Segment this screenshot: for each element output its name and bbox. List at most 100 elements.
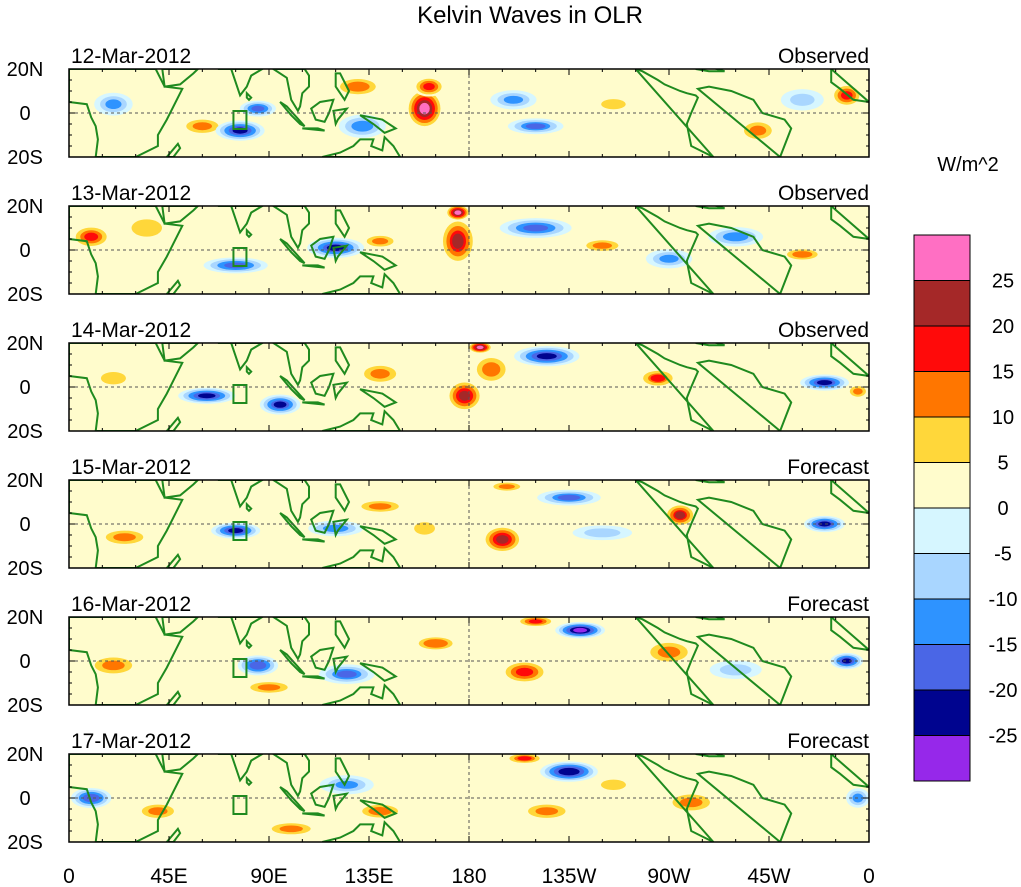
anomaly-band xyxy=(335,780,359,789)
anomaly-band xyxy=(192,122,212,131)
chart-title: Kelvin Waves in OLR xyxy=(417,2,643,29)
longitude-axis: 0 45E 90E 135E 180 135W 90W 45W 0 xyxy=(63,865,875,887)
anomaly-band xyxy=(346,81,370,92)
colorbar-tick-label: 25 xyxy=(992,271,1014,293)
anomaly-band xyxy=(131,219,163,237)
lat-tick-label: 20S xyxy=(7,832,43,854)
coastline xyxy=(334,346,351,376)
anomaly-band xyxy=(458,390,471,401)
coastline xyxy=(279,375,306,402)
coastline xyxy=(334,757,351,787)
anomaly-band xyxy=(228,528,244,534)
coastline xyxy=(322,546,402,568)
coastline xyxy=(322,272,402,294)
coastline xyxy=(695,85,793,157)
anomaly-band xyxy=(601,780,625,790)
coastline xyxy=(332,244,350,265)
lat-tick-label: 20N xyxy=(7,59,44,81)
coastline xyxy=(279,101,306,128)
lat-tick-label: 20N xyxy=(7,744,44,766)
coastline xyxy=(359,114,398,134)
lon-tick-label: 0 xyxy=(63,865,75,887)
coastline xyxy=(322,135,402,157)
coastline xyxy=(165,552,182,568)
anomaly-band xyxy=(102,660,125,671)
reference-box xyxy=(232,384,248,404)
coastline xyxy=(165,826,182,842)
anomaly-band xyxy=(372,238,389,245)
anomaly-band xyxy=(725,233,747,241)
coastline xyxy=(332,381,350,402)
coastline xyxy=(69,754,184,842)
panel-16-Mar-2012: 20N 0 20S 16-Mar-2012 Forecast xyxy=(7,593,870,717)
coastline xyxy=(279,238,306,265)
coastline xyxy=(217,69,265,98)
panel-date: 14-Mar-2012 xyxy=(71,319,191,342)
coastline xyxy=(634,69,715,157)
coastline xyxy=(359,662,398,682)
anomaly-band xyxy=(101,372,125,384)
olr-anomaly-field xyxy=(91,343,869,415)
panel-12-Mar-2012: 20N 0 20S 12-Mar-2012 Observed xyxy=(7,45,870,169)
lat-tick-label: 20N xyxy=(7,196,44,218)
coastline xyxy=(69,617,184,705)
panel-17-Mar-2012: 20N 0 20S 17-Mar-2012 Forecast xyxy=(7,730,870,854)
anomaly-band xyxy=(516,667,533,677)
lat-tick-label: 20S xyxy=(7,695,43,717)
anomaly-band xyxy=(496,535,509,544)
coastline xyxy=(830,206,869,241)
anomaly-band xyxy=(419,102,430,115)
colorbar-swatch xyxy=(913,371,971,418)
coastline xyxy=(359,799,398,819)
colorbar-tick-label: -10 xyxy=(989,589,1018,611)
anomaly-band xyxy=(257,684,281,691)
coastline xyxy=(161,617,200,636)
lat-tick-label: 20N xyxy=(7,470,44,492)
coastline xyxy=(217,206,265,235)
coastline xyxy=(332,792,350,813)
coastline xyxy=(695,343,725,347)
coastline xyxy=(165,415,182,431)
coastline xyxy=(830,343,869,378)
coastline xyxy=(695,496,793,568)
coastline xyxy=(695,359,793,431)
coastline xyxy=(302,264,325,269)
lat-tick-label: 0 xyxy=(19,788,30,810)
reference-box xyxy=(232,795,248,815)
panel-date: 13-Mar-2012 xyxy=(71,182,191,205)
coastline xyxy=(217,617,265,646)
reference-box xyxy=(232,110,248,130)
coastline xyxy=(695,633,793,705)
anomaly-band xyxy=(483,363,499,376)
coastline xyxy=(161,206,200,225)
coastline xyxy=(634,206,715,294)
lon-tick-label: 90W xyxy=(647,865,690,887)
coastline xyxy=(271,343,310,387)
coastline xyxy=(634,343,715,431)
coastline xyxy=(359,251,398,271)
colorbar-swatch xyxy=(913,234,971,281)
anomaly-band xyxy=(792,251,813,258)
coastline xyxy=(695,222,793,294)
reference-box xyxy=(232,247,248,267)
coastline xyxy=(830,754,869,789)
colorbar-unit-label: W/m^2 xyxy=(937,154,999,176)
olr-anomaly-field xyxy=(94,75,863,143)
olr-anomaly-field xyxy=(86,617,864,696)
anomaly-band xyxy=(659,254,679,263)
coastline xyxy=(695,480,725,484)
coastline xyxy=(634,754,715,842)
coastline xyxy=(695,617,725,621)
lon-tick-label: 135E xyxy=(344,865,393,887)
anomaly-band xyxy=(423,83,435,90)
panel-date: 12-Mar-2012 xyxy=(71,45,191,68)
anomaly-band xyxy=(601,99,626,110)
anomaly-band xyxy=(84,794,98,802)
coastline xyxy=(245,90,253,102)
anomaly-band xyxy=(528,619,543,624)
coastline xyxy=(245,775,253,787)
colorbar-swatch xyxy=(913,598,971,645)
coastline xyxy=(359,388,398,408)
panel-13-Mar-2012: 20N 0 20S 13-Mar-2012 Observed xyxy=(7,182,870,306)
